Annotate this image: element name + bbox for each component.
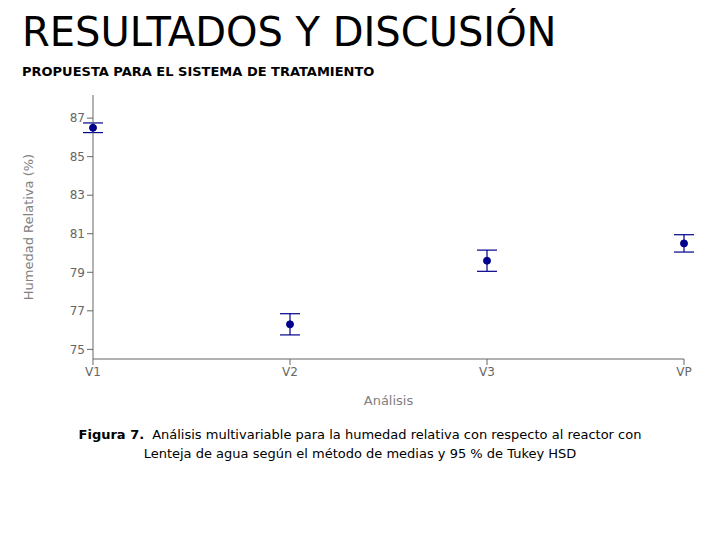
html-text:Figura 7.: Figura 7. — [78, 427, 145, 442]
svg-text:77: 77 — [70, 304, 85, 318]
svg-text:83: 83 — [70, 188, 85, 202]
svg-text:79: 79 — [70, 266, 85, 280]
svg-text:V1: V1 — [85, 365, 101, 379]
svg-text:VP: VP — [676, 365, 691, 379]
svg-text:V2: V2 — [282, 365, 298, 379]
svg-text:V3: V3 — [479, 365, 495, 379]
svg-text:81: 81 — [70, 227, 85, 241]
svg-text:85: 85 — [70, 150, 85, 164]
html-text:PROPUESTA PARA EL SISTEMA DE T: PROPUESTA PARA EL SISTEMA DE TRATAMIENTO — [22, 64, 375, 79]
html-text:Análisis multivariable para la: Análisis multivariable para la humedad r… — [152, 427, 642, 442]
svg-text:Humedad Relativa (%): Humedad Relativa (%) — [21, 154, 36, 300]
svg-text:75: 75 — [70, 343, 85, 357]
html-text:RESULTADOS Y DISCUSIÓN: RESULTADOS Y DISCUSIÓN — [22, 9, 557, 55]
svg-text:Análisis: Análisis — [364, 393, 414, 408]
html-text:Lenteja de agua según el métod: Lenteja de agua según el método de media… — [143, 446, 577, 461]
svg-text:87: 87 — [70, 111, 85, 125]
